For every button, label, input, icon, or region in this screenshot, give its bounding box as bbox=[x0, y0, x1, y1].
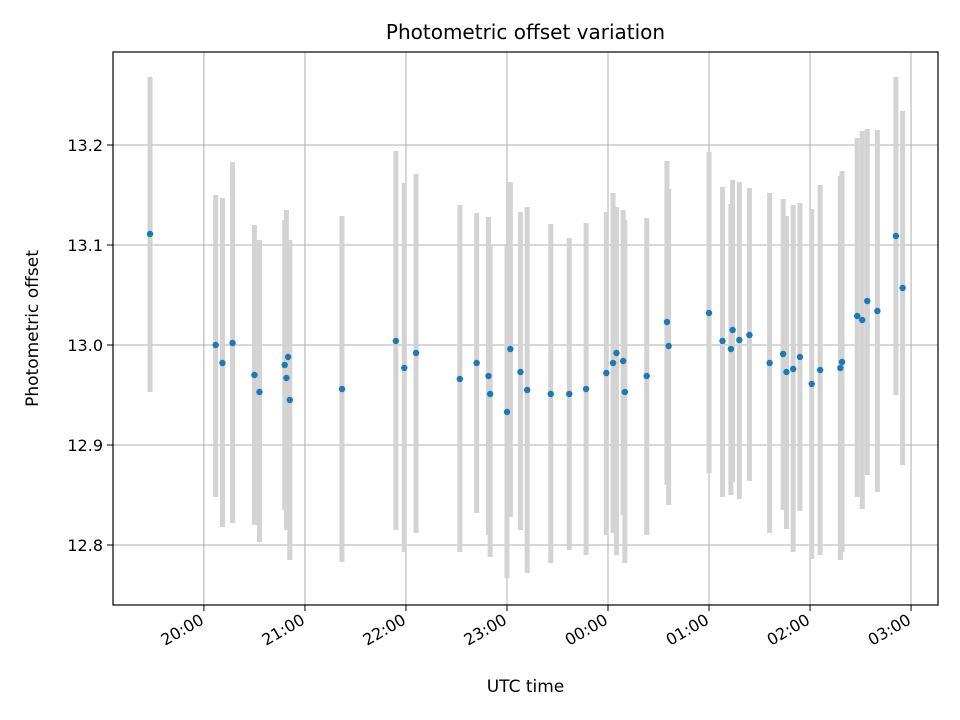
data-point bbox=[603, 369, 610, 377]
data-point bbox=[547, 390, 554, 398]
data-point bbox=[412, 349, 420, 357]
y-tick-label: 13.2 bbox=[67, 136, 103, 155]
plot-frame bbox=[112, 51, 939, 606]
data-point bbox=[251, 371, 258, 379]
y-tick-label: 13.0 bbox=[67, 336, 103, 355]
data-point bbox=[859, 316, 866, 324]
y-axis-label: Photometric offset bbox=[23, 250, 43, 407]
data-point bbox=[621, 388, 629, 396]
data-point bbox=[392, 337, 400, 345]
data-point bbox=[517, 368, 524, 376]
data-point bbox=[783, 368, 790, 376]
data-point bbox=[796, 353, 804, 361]
data-point bbox=[507, 345, 514, 353]
data-point bbox=[229, 339, 236, 347]
data-point bbox=[566, 390, 573, 398]
data-point bbox=[874, 307, 881, 315]
data-point bbox=[838, 358, 846, 366]
x-axis-label: UTC time bbox=[487, 677, 565, 697]
data-point bbox=[613, 349, 620, 357]
data-point bbox=[899, 284, 906, 292]
data-point bbox=[286, 396, 293, 404]
data-point bbox=[643, 372, 650, 380]
data-point bbox=[746, 331, 753, 339]
y-tick-label: 12.8 bbox=[67, 536, 103, 555]
data-point bbox=[281, 361, 288, 369]
data-point bbox=[219, 359, 226, 367]
data-point bbox=[663, 318, 671, 326]
data-point bbox=[473, 359, 480, 367]
data-points bbox=[146, 230, 906, 416]
data-point bbox=[283, 374, 290, 382]
data-point bbox=[456, 375, 464, 383]
data-point bbox=[486, 390, 494, 398]
data-point bbox=[779, 350, 787, 358]
data-point bbox=[729, 326, 736, 334]
data-point bbox=[816, 366, 824, 374]
data-point bbox=[790, 365, 797, 373]
data-point bbox=[853, 312, 861, 320]
data-point bbox=[727, 345, 735, 353]
data-point bbox=[892, 232, 900, 240]
data-point bbox=[338, 385, 346, 393]
data-point bbox=[401, 364, 408, 372]
data-point bbox=[582, 385, 590, 393]
chart-title: Photometric offset variation bbox=[386, 20, 665, 44]
data-point bbox=[808, 380, 815, 388]
data-point bbox=[705, 309, 713, 317]
data-point bbox=[766, 359, 773, 367]
data-point bbox=[665, 342, 672, 350]
data-point bbox=[523, 386, 531, 394]
y-tick-label: 12.9 bbox=[67, 436, 103, 455]
data-point bbox=[146, 230, 154, 238]
data-point bbox=[256, 388, 263, 396]
y-tick-label: 13.1 bbox=[67, 236, 103, 255]
data-point bbox=[837, 364, 844, 372]
data-point bbox=[864, 297, 871, 305]
data-point bbox=[485, 372, 492, 380]
data-point bbox=[503, 408, 511, 416]
data-point bbox=[719, 337, 726, 345]
data-point bbox=[736, 336, 743, 344]
data-point bbox=[619, 357, 627, 365]
data-point bbox=[284, 353, 292, 361]
data-point bbox=[609, 359, 617, 367]
data-point bbox=[212, 341, 219, 349]
